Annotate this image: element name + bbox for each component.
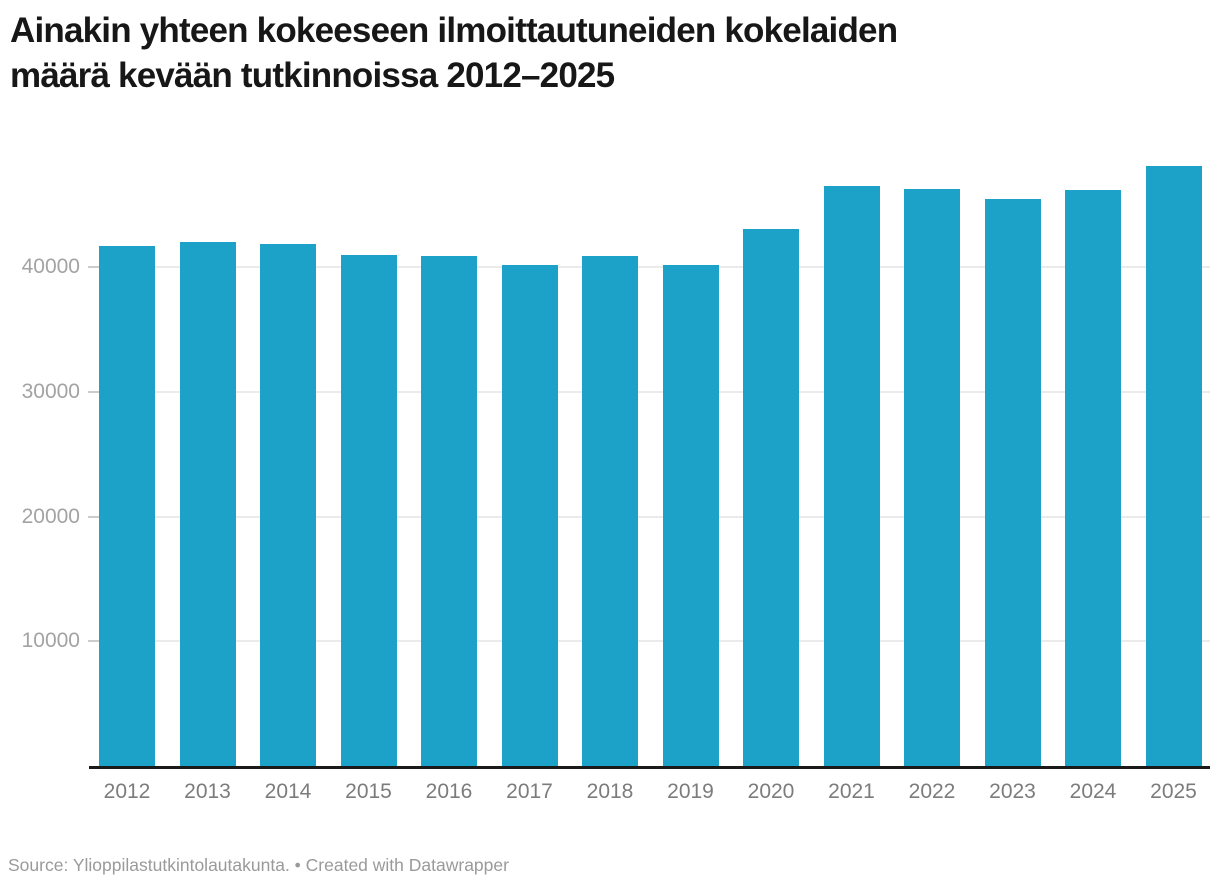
x-axis-label-2016: 2016 xyxy=(425,780,473,803)
y-axis-tick-30000 xyxy=(88,390,99,393)
chart-title-line2: määrä kevään tutkinnoissa 2012–2025 xyxy=(10,56,615,95)
bar-2012[interactable] xyxy=(99,246,155,766)
x-axis-label-2020: 2020 xyxy=(747,780,795,803)
bar-2021[interactable] xyxy=(823,186,880,766)
bar-2013[interactable] xyxy=(179,242,236,766)
x-axis-label-2024: 2024 xyxy=(1069,780,1117,803)
x-axis-label-2015: 2015 xyxy=(345,780,392,803)
y-axis-tick-label-30000: 30000 xyxy=(21,379,80,403)
x-axis-label-2022: 2022 xyxy=(908,780,956,803)
x-axis-label-2017: 2017 xyxy=(506,780,553,803)
bar-2014[interactable] xyxy=(260,243,316,766)
gridline-10000 xyxy=(88,640,1210,643)
bar-2020[interactable] xyxy=(743,228,799,766)
x-axis-line xyxy=(89,766,1210,769)
bar-2023[interactable] xyxy=(984,198,1041,766)
x-axis-label-2012: 2012 xyxy=(103,780,151,803)
y-axis-tick-label-40000: 40000 xyxy=(21,255,80,279)
x-axis-label-2023: 2023 xyxy=(989,780,1036,803)
x-axis-label-2018: 2018 xyxy=(586,780,634,803)
gridline-40000 xyxy=(88,266,1210,269)
bar-2022[interactable] xyxy=(904,188,960,766)
chart-title: Ainakin yhteen kokeeseen ilmoittautuneid… xyxy=(10,8,1200,98)
bar-2019[interactable] xyxy=(662,264,719,766)
bar-2018[interactable] xyxy=(582,255,638,766)
x-axis-label-2019: 2019 xyxy=(667,780,714,803)
gridline-30000 xyxy=(88,390,1210,393)
x-axis-label-2013: 2013 xyxy=(184,780,231,803)
bar-2025[interactable] xyxy=(1145,166,1202,766)
bar-2016[interactable] xyxy=(421,255,477,766)
source-note: Source: Ylioppilastutkintolautakunta. • … xyxy=(8,855,509,875)
y-axis-tick-label-20000: 20000 xyxy=(21,504,80,528)
bar-2015[interactable] xyxy=(340,254,397,766)
y-axis-tick-10000 xyxy=(88,640,99,643)
y-axis-tick-label-10000: 10000 xyxy=(21,629,80,653)
x-axis-label-2021: 2021 xyxy=(828,780,875,803)
bar-2024[interactable] xyxy=(1065,189,1121,766)
chart-title-line1: Ainakin yhteen kokeeseen ilmoittautuneid… xyxy=(10,11,898,50)
y-axis-tick-20000 xyxy=(88,515,99,518)
x-axis-label-2014: 2014 xyxy=(264,780,312,803)
x-axis-label-2025: 2025 xyxy=(1150,780,1197,803)
y-axis-tick-40000 xyxy=(88,266,99,269)
gridline-20000 xyxy=(88,515,1210,518)
bar-2017[interactable] xyxy=(501,264,558,766)
